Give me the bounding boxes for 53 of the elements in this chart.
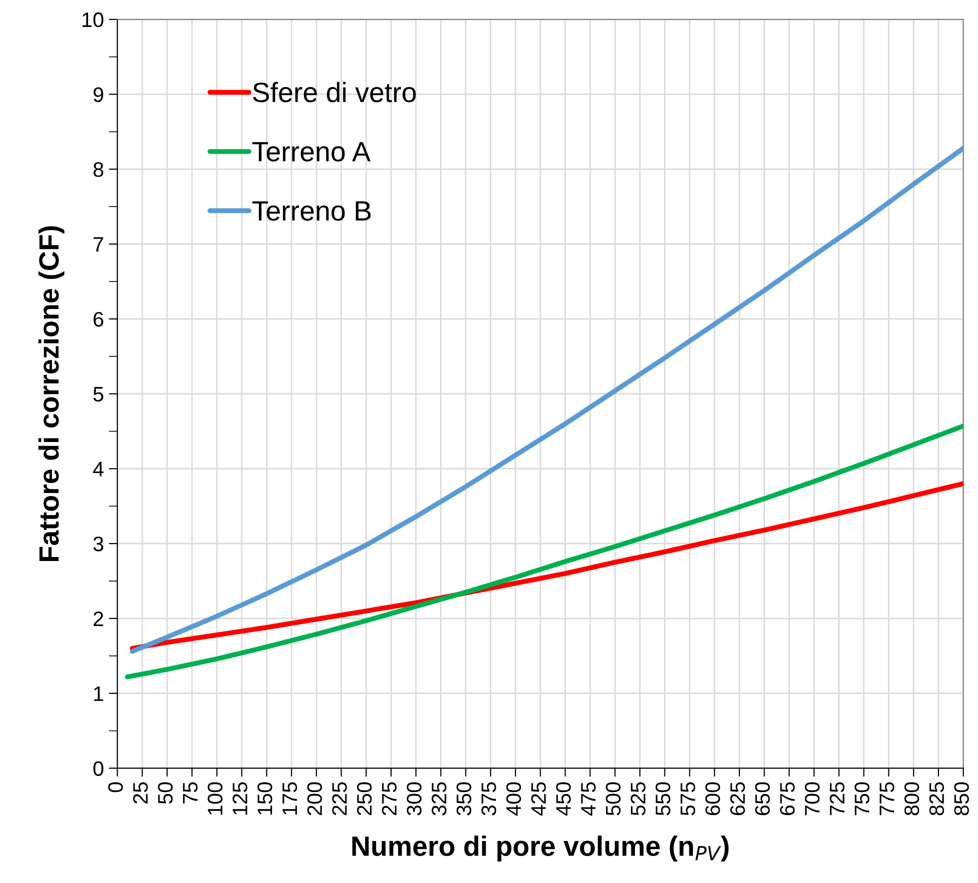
x-tick-label: 50 [158,782,173,804]
y-tick-label: 6 [94,312,104,327]
x-tick-label: 550 [656,782,670,816]
x-tick-label: 75 [183,782,198,804]
y-tick-label: 8 [93,162,104,177]
x-tick-label: 300 [406,782,422,816]
x-tick-label: 475 [581,782,596,816]
line-series [124,424,964,680]
y-tick-label: 4 [93,462,104,476]
legend-label: Terreno B [252,201,371,221]
x-tick-label: 350 [456,782,472,816]
y-axis-title: Fattore di correzione (CF) [38,226,64,561]
y-tick-label: 9 [94,87,104,102]
x-tick-label: 500 [606,782,621,816]
x-tick-label: 625 [730,782,745,816]
x-axis-title: Numero di pore volume (n$_{PV}$) [352,836,729,862]
x-tick-label: 525 [630,782,646,816]
y-tick-label: 7 [94,237,104,252]
y-tick-label: 3 [93,536,104,552]
y-tick-label: 10 [82,12,104,28]
x-tick-label: 225 [332,782,347,816]
line-series [130,481,964,651]
x-tick-label: 825 [929,782,944,816]
x-tick-label: 100 [208,782,222,815]
x-tick-label: 675 [780,782,795,816]
x-tick-label: 850 [954,782,969,816]
x-tick-label: 25 [133,782,148,804]
y-tick-label: 1 [94,686,104,701]
x-tick-label: 0 [108,782,123,792]
x-tick-label: 325 [432,782,446,816]
x-tick-label: 575 [680,782,696,816]
x-tick-label: 725 [830,782,845,816]
x-tick-label: 750 [854,782,870,816]
x-tick-label: 150 [257,782,272,815]
x-tick-label: 800 [904,782,920,816]
y-tick-label: 0 [93,761,104,776]
x-tick-label: 375 [481,782,496,816]
legend-label: Terreno A [252,142,371,162]
x-tick-label: 175 [282,782,298,815]
x-tick-label: 650 [755,782,770,816]
x-tick-label: 400 [506,782,522,816]
x-tick-label: 200 [307,782,322,816]
y-tick-label: 5 [93,387,104,402]
y-tick-label: 2 [94,611,104,626]
x-tick-label: 125 [232,782,248,815]
x-tick-label: 775 [880,782,894,816]
x-tick-label: 250 [357,782,372,816]
x-tick-label: 450 [556,782,571,816]
x-tick-label: 275 [382,782,397,816]
x-tick-label: 425 [531,782,546,816]
legend-label: Sfere di vetro [252,82,416,102]
x-tick-label: 700 [804,782,820,816]
x-tick-label: 600 [705,782,720,816]
